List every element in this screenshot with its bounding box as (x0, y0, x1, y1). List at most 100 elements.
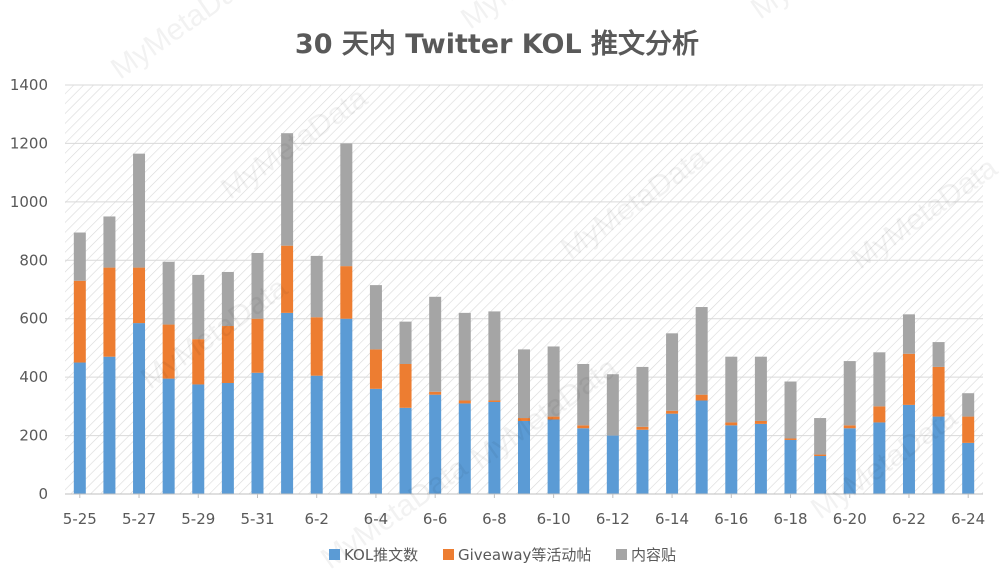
bar-6-14-series-1 (666, 410, 679, 414)
bar-6-1-series-0 (281, 312, 294, 494)
bar-6-2-series-1 (310, 317, 323, 376)
bar-5-26-series-2 (103, 216, 116, 268)
y-tick-label-1200: 1200 (10, 134, 48, 152)
bar-6-4-series-2 (369, 285, 382, 350)
bar-6-1-series-1 (281, 245, 294, 313)
bar-6-20-series-1 (843, 425, 856, 429)
y-tick-label-1400: 1400 (10, 76, 48, 94)
bar-6-19-series-0 (814, 456, 827, 494)
x-tick-label-6-2: 6-2 (304, 510, 329, 528)
bar-6-4-series-0 (369, 388, 382, 494)
bar-6-7-series-1 (458, 400, 471, 404)
x-tick-label-5-25: 5-25 (63, 510, 97, 528)
bar-6-19-series-1 (814, 454, 827, 457)
bar-6-12-series-2 (606, 374, 619, 436)
bar-6-10-series-0 (547, 419, 560, 494)
y-tick-label-800: 800 (19, 251, 48, 269)
legend-label-giveaway: Giveaway等活动帖 (458, 546, 591, 564)
bar-6-23-series-0 (932, 416, 945, 494)
bar-6-14-series-2 (666, 333, 679, 411)
bar-6-17-series-2 (754, 356, 767, 421)
bar-6-7-series-2 (458, 312, 471, 401)
bar-5-30-series-1 (221, 326, 234, 383)
bar-6-9-series-2 (518, 349, 530, 419)
bar-6-21-series-0 (873, 422, 886, 494)
bar-5-30-series-2 (221, 271, 234, 327)
bar-5-27-series-2 (133, 153, 146, 268)
bar-6-13-series-0 (636, 429, 649, 494)
bar-6-4-series-1 (369, 349, 382, 389)
bar-5-25-series-1 (73, 280, 86, 363)
bar-6-15-series-1 (695, 394, 708, 401)
bar-6-6-series-2 (429, 296, 442, 392)
bar-5-27-series-0 (133, 323, 146, 494)
bar-6-22-series-1 (902, 353, 915, 405)
bar-5-30-series-0 (221, 382, 234, 494)
x-tick-label-5-27: 5-27 (122, 510, 156, 528)
bar-5-29-series-1 (192, 339, 205, 385)
x-tick-label-6-18: 6-18 (773, 510, 807, 528)
bar-6-21-series-2 (873, 352, 886, 407)
bar-5-31-series-0 (251, 372, 264, 494)
x-tick-label-6-16: 6-16 (714, 510, 748, 528)
x-tick-label-5-31: 5-31 (240, 510, 274, 528)
bar-6-1-series-2 (281, 133, 294, 246)
bar-series-group (73, 133, 975, 494)
bar-5-27-series-1 (133, 267, 146, 324)
legend-swatch-giveaway (443, 549, 454, 560)
x-tick-label-6-12: 6-12 (596, 510, 630, 528)
bar-6-13-series-1 (636, 426, 649, 430)
bar-6-16-series-1 (725, 422, 738, 426)
bar-6-8-series-1 (488, 400, 501, 402)
y-tick-label-200: 200 (19, 427, 48, 445)
bar-5-29-series-2 (192, 274, 205, 340)
bar-6-20-series-0 (843, 428, 856, 494)
bar-6-2-series-0 (310, 375, 323, 494)
bar-5-31-series-1 (251, 318, 264, 373)
x-tick-label-6-8: 6-8 (482, 510, 507, 528)
x-tick-label-6-24: 6-24 (951, 510, 985, 528)
bar-6-16-series-2 (725, 356, 738, 423)
y-tick-label-600: 600 (19, 310, 48, 328)
bar-5-28-series-1 (162, 324, 175, 379)
bar-6-14-series-0 (666, 413, 679, 494)
y-tick-label-1000: 1000 (10, 193, 48, 211)
legend-label-kol: KOL推文数 (344, 546, 418, 564)
bar-5-28-series-2 (162, 261, 175, 325)
bar-6-24-series-1 (962, 416, 975, 443)
legend-swatch-kol (329, 549, 340, 560)
bar-6-3-series-0 (340, 318, 353, 494)
bar-6-6-series-0 (429, 394, 442, 494)
bar-6-8-series-0 (488, 401, 501, 494)
bar-6-2-series-2 (310, 255, 323, 318)
y-tick-label-400: 400 (19, 368, 48, 386)
x-tick-label-6-22: 6-22 (892, 510, 926, 528)
bar-5-25-series-0 (73, 362, 86, 494)
bar-6-10-series-1 (547, 416, 560, 420)
bar-6-18-series-1 (784, 438, 797, 440)
bar-6-5-series-1 (399, 363, 412, 408)
x-tick-label-5-29: 5-29 (181, 510, 215, 528)
bar-5-28-series-0 (162, 378, 175, 494)
bar-6-15-series-2 (695, 307, 708, 395)
bar-6-11-series-2 (577, 363, 590, 426)
bar-5-26-series-1 (103, 267, 116, 357)
bar-6-18-series-0 (784, 439, 797, 494)
x-tick-label-6-4: 6-4 (364, 510, 389, 528)
bar-6-3-series-1 (340, 266, 353, 319)
bar-6-18-series-2 (784, 381, 797, 439)
bar-6-20-series-2 (843, 361, 856, 426)
bar-6-5-series-0 (399, 407, 412, 494)
legend: KOL推文数 Giveaway等活动帖 内容贴 (329, 546, 676, 564)
y-tick-label-0: 0 (38, 485, 48, 503)
bar-6-9-series-1 (518, 418, 530, 421)
bar-6-21-series-1 (873, 406, 886, 423)
bar-5-25-series-2 (73, 232, 86, 281)
bar-6-24-series-0 (962, 442, 975, 494)
bar-6-10-series-2 (547, 346, 560, 417)
bar-6-9-series-0 (518, 420, 530, 494)
bar-5-31-series-2 (251, 252, 264, 319)
bar-6-17-series-0 (754, 423, 767, 494)
x-tick-label-6-6: 6-6 (423, 510, 448, 528)
